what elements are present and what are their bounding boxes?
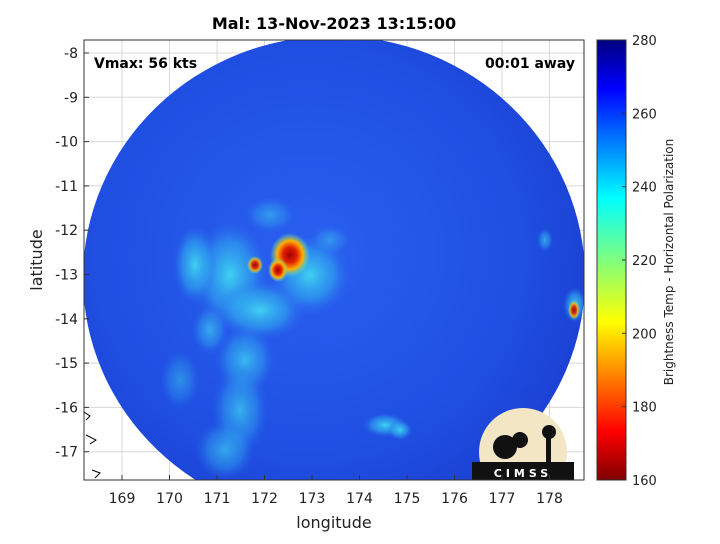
x-tick-label: 175: [394, 491, 421, 507]
y-tick-label: -16: [55, 400, 78, 416]
cimss-logo-text: CIMSS: [494, 467, 552, 480]
colorbar-gradient: [596, 39, 627, 481]
x-tick-label: 172: [251, 491, 278, 507]
colorbar-tick-label: 200: [632, 327, 657, 342]
y-tick-label: -14: [55, 312, 78, 328]
x-axis-label: longitude: [296, 513, 371, 532]
x-tick-label: 171: [204, 491, 231, 507]
x-tick-label: 170: [156, 491, 183, 507]
colorbar: 280 260 240 220 200 180 160 Brightness Temp - …: [596, 34, 676, 489]
y-tick-label: -12: [55, 223, 78, 239]
plot-title: Mal: 13-Nov-2023 13:15:00: [212, 14, 456, 33]
colorbar-tick-label: 260: [632, 107, 657, 122]
plot-frame: [83, 39, 585, 481]
time-away-label: 00:01 away: [485, 56, 575, 72]
y-tick-label: -10: [55, 135, 78, 151]
map-area: CIMSS: [84, 40, 584, 480]
colorbar-tick-label: 240: [632, 181, 657, 196]
y-tick-label: -9: [64, 90, 78, 106]
y-tick-label: -17: [55, 445, 78, 461]
colorbar-tick-label: 280: [632, 34, 657, 49]
y-axis-ticks: -8 -9 -10 -11 -12 -13 -14 -15 -16 -17: [55, 46, 89, 461]
cimss-logo: CIMSS: [472, 408, 574, 480]
y-tick-label: -11: [55, 179, 78, 195]
x-tick-label: 169: [109, 491, 136, 507]
x-axis-ticks: 169 170 171 172 173 174 175 176 177 178: [109, 475, 563, 507]
x-tick-label: 174: [346, 491, 373, 507]
brightness-temp-swath: [84, 40, 584, 480]
y-tick-label: -13: [55, 268, 78, 284]
colorbar-tick-label: 180: [632, 401, 657, 416]
y-tick-label: -8: [64, 46, 78, 62]
colorbar-tick-label: 160: [632, 474, 657, 489]
x-tick-label: 173: [299, 491, 326, 507]
vmax-label: Vmax: 56 kts: [94, 56, 197, 72]
colorbar-tick-label: 220: [632, 254, 657, 269]
y-tick-label: -15: [55, 356, 78, 372]
colorbar-ticks: 280 260 240 220 200 180 160: [622, 34, 657, 489]
x-tick-label: 178: [536, 491, 563, 507]
y-axis-label: latitude: [27, 229, 46, 290]
coastline: [84, 411, 101, 479]
colorbar-label: Brightness Temp - Horizontal Polarizatio…: [662, 139, 676, 386]
x-tick-label: 177: [489, 491, 516, 507]
x-tick-label: 176: [441, 491, 468, 507]
